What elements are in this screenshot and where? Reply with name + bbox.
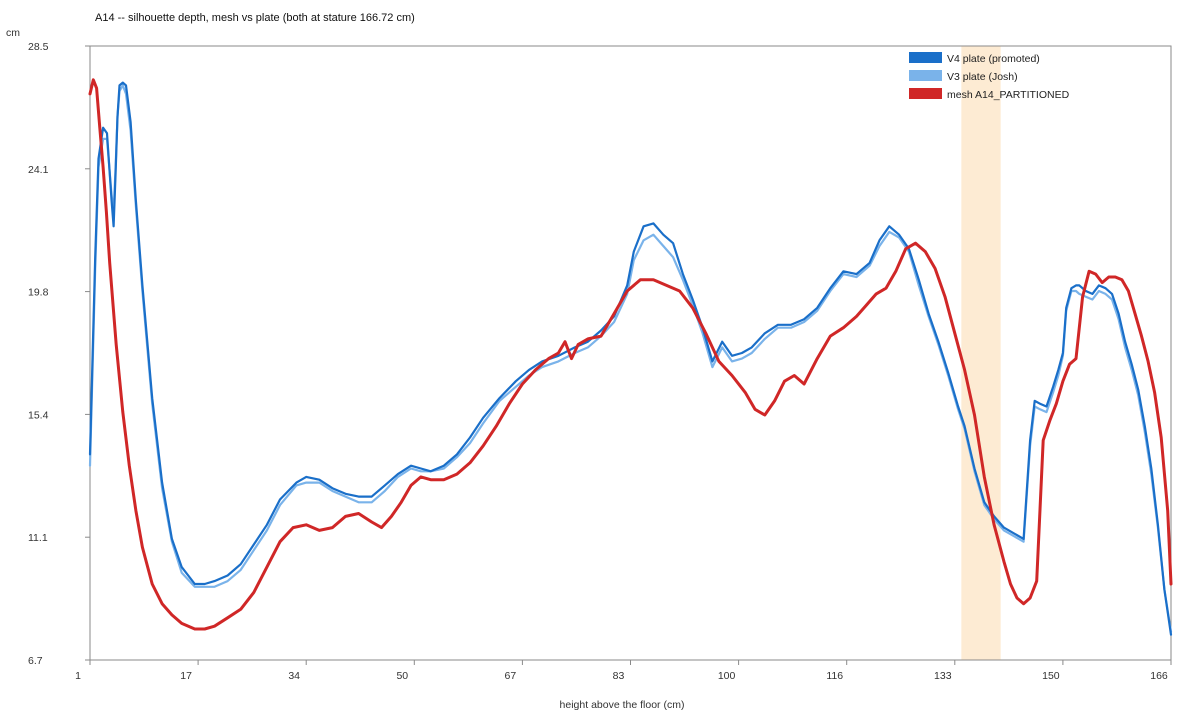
y-axis: 6.7 11.1 15.4 19.8 24.1 28.5 (28, 41, 90, 667)
x-tick-label: 1 (75, 670, 81, 682)
series-line-v3-plate (88, 84, 1173, 633)
legend: V4 plate (promoted) V3 plate (Josh) mesh A… (909, 52, 1070, 101)
legend-label: V3 plate (Josh) (947, 71, 1018, 83)
x-tick-label: 133 (934, 670, 952, 682)
x-tick-label: 150 (1042, 670, 1060, 682)
x-tick-label: 116 (826, 670, 843, 682)
x-tick-label: 34 (288, 670, 300, 682)
legend-swatch (909, 70, 942, 81)
x-tick-label: 83 (613, 670, 625, 682)
legend-label: mesh A14_PARTITIONED (947, 89, 1070, 101)
y-axis-label: cm (6, 27, 20, 39)
x-tick-label: 50 (396, 670, 408, 682)
series-line-mesh (88, 78, 1173, 631)
x-tick-label: 100 (718, 670, 736, 682)
y-tick-label: 15.4 (28, 409, 49, 421)
series-layer (88, 78, 1173, 636)
y-tick-label: 24.1 (28, 164, 49, 176)
highlight-band (961, 46, 1001, 660)
chart-title: A14 -- silhouette depth, mesh vs plate (… (95, 12, 415, 24)
plot-frame (89, 45, 1172, 661)
x-axis-label: height above the floor (cm) (560, 699, 685, 711)
x-axis: 1 17 34 50 67 83 100 116 133 150 166 (75, 660, 1172, 682)
y-tick-label: 6.7 (28, 655, 43, 667)
legend-swatch (909, 52, 942, 63)
x-tick-label: 67 (505, 670, 517, 682)
y-tick-label: 28.5 (28, 41, 49, 53)
y-tick-label: 11.1 (28, 532, 48, 544)
x-tick-label: 17 (180, 670, 192, 682)
series-line-v4-plate (88, 81, 1173, 636)
y-tick-label: 19.8 (28, 287, 49, 299)
x-tick-label: 166 (1150, 670, 1168, 682)
legend-swatch (909, 88, 942, 99)
legend-label: V4 plate (promoted) (947, 53, 1040, 65)
